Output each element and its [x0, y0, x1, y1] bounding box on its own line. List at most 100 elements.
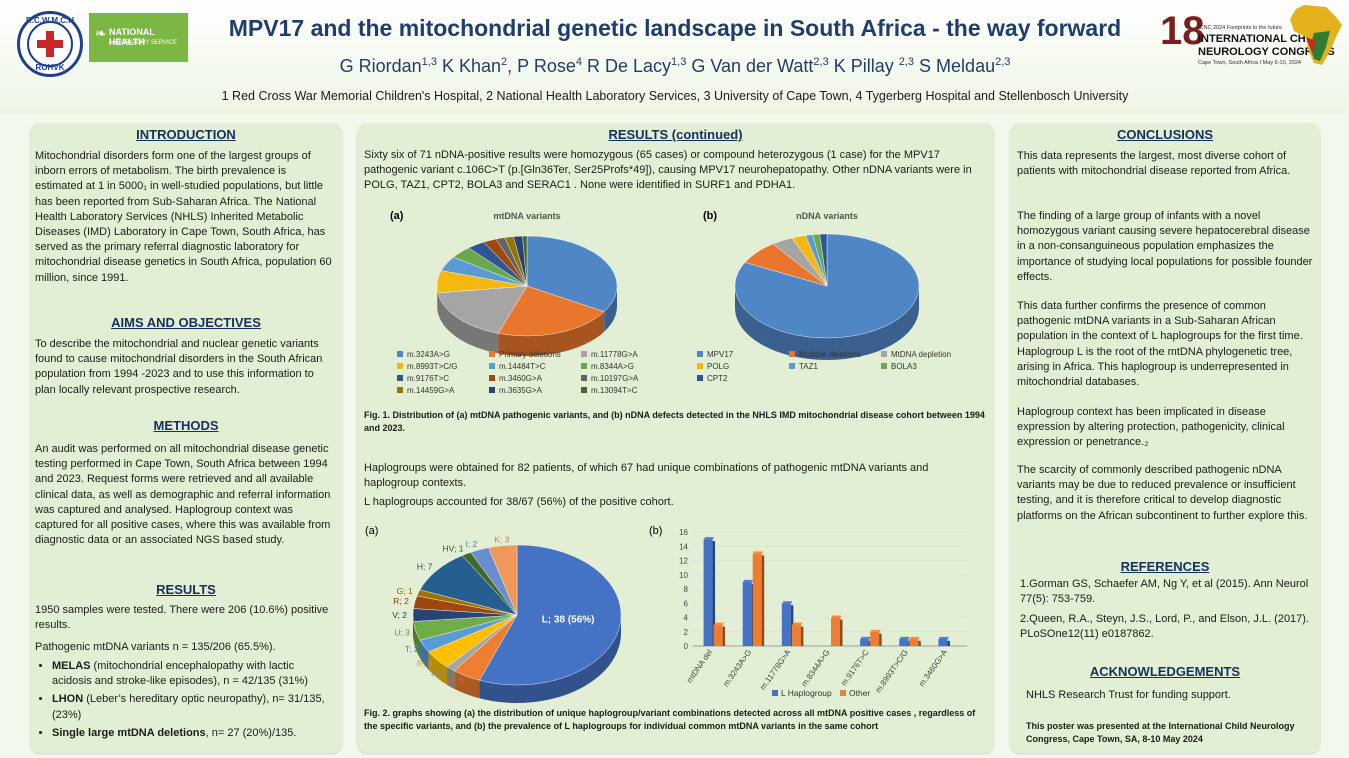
pie-slice — [522, 235, 528, 287]
result-bullet: LHON (Leber’s hereditary optic neuropath… — [52, 692, 335, 722]
author: S Meldau2,3 — [919, 56, 1011, 76]
mtdna-legend-swatch — [489, 387, 495, 393]
leaf-icon: ❧ — [95, 25, 107, 41]
bar — [791, 624, 801, 646]
ndna-legend-swatch — [697, 363, 703, 369]
author: G Van der Watt2,3 — [691, 56, 829, 76]
figure-1: (a) mtDNA variants (b) nDNA variants — [390, 210, 920, 360]
bar-depth — [840, 619, 843, 646]
result-bullet: MELAS (mitochondrial encephalopathy with… — [52, 659, 335, 689]
methods-text: An audit was performed on all mitochondr… — [35, 443, 331, 547]
pie-slice — [488, 544, 518, 616]
bar — [752, 553, 762, 646]
icnc-logo-number: 18 — [1160, 9, 1205, 53]
middle-column: RESULTS (continued) Sixty six of 71 nDNA… — [357, 123, 994, 753]
figure-1b-title: nDNA variants — [796, 211, 858, 221]
mtdna-legend-entry: m.10197G>A — [591, 374, 639, 383]
pie-slice — [437, 285, 528, 334]
introduction-text: Mitochondrial disorders form one of the … — [35, 150, 332, 284]
mtdna-legend-swatch — [489, 363, 495, 369]
author-affiliation-number: 2,3 — [813, 56, 829, 68]
haplogroup-data-label: T; 2 — [405, 644, 419, 654]
africa-map-icon — [1290, 5, 1342, 65]
conclusion-1: This data represents the largest, most d… — [1017, 150, 1291, 178]
pie-slice-side — [437, 292, 499, 354]
mtdna-legend-entry: m.11778G>A — [591, 350, 638, 359]
results-text-1: 1950 samples were tested. There were 206… — [35, 604, 329, 632]
bar-top — [861, 636, 871, 639]
pie-slice — [497, 285, 605, 337]
icnc-logo-line1: INTERNATIONAL CHILD — [1198, 33, 1324, 45]
figure-1-caption: Fig. 1. Distribution of (a) mtDNA pathog… — [364, 410, 985, 433]
haplogroup-data-label: M; 3 — [447, 676, 464, 686]
bar-legend-entry: L Haplogroup — [781, 688, 832, 698]
results-continued-heading: RESULTS (continued) — [608, 127, 743, 142]
author: P Rose4 — [517, 56, 582, 76]
pie-slice-side — [735, 286, 919, 360]
bar — [742, 581, 752, 646]
bar — [870, 631, 880, 646]
author-affiliation-number: 4 — [575, 56, 582, 68]
pie-slice — [479, 544, 622, 686]
mtdna-legend-entry: Primary deletions — [499, 350, 561, 359]
mtdna-legend-entry: m.14459G>A — [407, 386, 455, 395]
figure-1b-panel-label: (b) — [703, 210, 717, 222]
pie-slice — [819, 233, 828, 287]
x-tick-label: m.3460G>A — [917, 647, 949, 688]
bar — [831, 617, 840, 646]
author: K Pillay 2,3 — [833, 56, 915, 76]
bar — [781, 603, 791, 646]
pie-slice-side — [498, 311, 605, 356]
mtdna-legend-entry: m.8993T>C/G — [407, 362, 457, 371]
l-haplogroup-paragraph: L haplogroups accounted for 38/67 (56%) … — [364, 496, 674, 508]
pie-slice-side — [446, 666, 455, 689]
bar-top — [871, 629, 881, 632]
rcwmch-logo-top-text: R.C.W.M.C.H — [26, 16, 74, 25]
red-cross-bar — [37, 40, 63, 48]
mtdna-legend-swatch — [397, 375, 403, 381]
methods-heading: METHODS — [153, 418, 219, 433]
y-tick-label: 6 — [684, 599, 689, 608]
y-tick-label: 4 — [684, 614, 689, 623]
bullet-term: MELAS — [52, 660, 91, 672]
author: G Riordan1,3 — [339, 56, 437, 76]
bar-top — [714, 622, 724, 625]
haplogroup-data-label: HV; 1 — [443, 544, 464, 554]
figure-2b-panel-label: (b) — [649, 525, 662, 537]
logo-ring — [27, 21, 73, 67]
figure-1a-panel-label: (a) — [390, 210, 404, 222]
haplogroup-paragraph: Haplogroups were obtained for 82 patient… — [364, 462, 929, 490]
rcwmch-logo-bottom-text: ROHVK — [35, 63, 65, 72]
conclusion-2: The finding of a large group of infants … — [1017, 210, 1313, 283]
haplogroup-data-label: H; 7 — [417, 561, 433, 571]
y-tick-label: 12 — [679, 557, 688, 566]
nhls-logo-line1: NATIONAL HEALTH — [109, 27, 155, 47]
y-tick-label: 8 — [684, 585, 689, 594]
bar-top — [753, 551, 763, 554]
mtdna-legend-swatch — [581, 363, 587, 369]
x-tick-label: mtDNA del — [685, 648, 714, 685]
author-affiliation-number: 2,3 — [995, 56, 1011, 68]
x-tick-label: m.8344A>G — [800, 648, 832, 688]
ndna-legend-swatch — [881, 351, 887, 357]
bar-top — [832, 615, 841, 618]
ndna-legend-entry: MtDNA depletion — [891, 350, 951, 359]
bar-legend-swatch — [772, 690, 778, 696]
nhls-logo-line2: LABORATORY SERVICE — [109, 40, 178, 46]
acknowledgements-text: NHLS Research Trust for funding support. — [1026, 689, 1231, 701]
bar-top — [939, 636, 949, 639]
aims-heading: AIMS AND OBJECTIVES — [111, 315, 261, 330]
figure-1-legends: m.3243A>G Primary deletions m.11778G>A m.89… — [397, 350, 951, 395]
bar — [899, 638, 909, 646]
haplogroup-data-label: R; 2 — [393, 596, 409, 606]
ndna-legend-swatch — [881, 363, 887, 369]
x-tick-label: m.8993T>C/G — [874, 648, 910, 695]
haplogroup-data-label: G; 1 — [397, 586, 413, 596]
poster-header: R.C.W.M.C.H ROHVK ❧ NATIONAL HEALTH LABO… — [0, 0, 1349, 114]
bar-depth — [761, 555, 765, 646]
ndna-legend-swatch — [697, 351, 703, 357]
nhls-logo: ❧ NATIONAL HEALTH LABORATORY SERVICE — [89, 13, 188, 62]
pie-slice-side — [420, 640, 429, 670]
result-bullet: Single large mtDNA deletions, n= 27 (20%… — [52, 726, 335, 741]
mtdna-legend-swatch — [489, 375, 495, 381]
